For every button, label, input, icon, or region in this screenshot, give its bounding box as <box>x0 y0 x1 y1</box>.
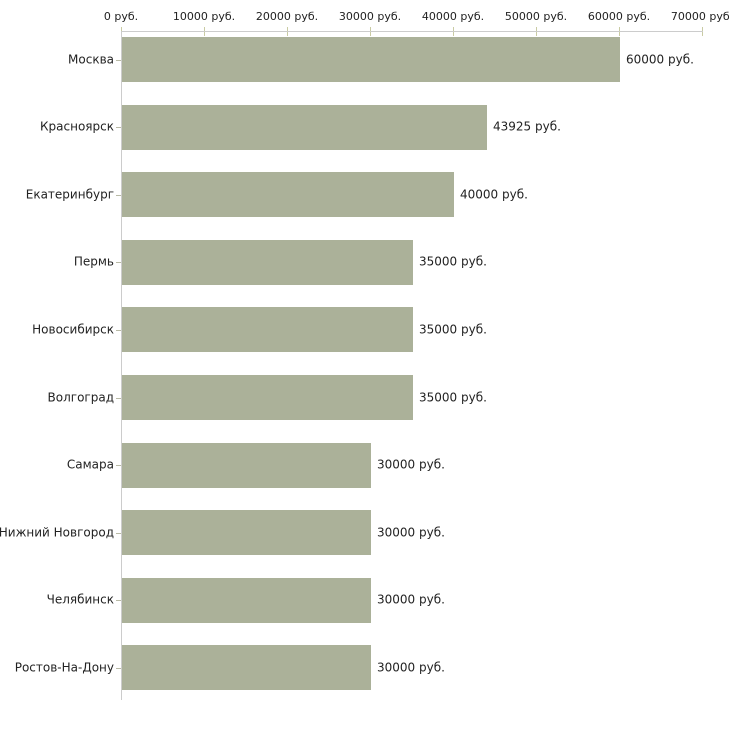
bar-value-label: 35000 руб. <box>419 254 487 269</box>
bar-value-label: 30000 руб. <box>377 525 445 540</box>
category-label: Нижний Новгород <box>0 525 114 540</box>
category-label: Пермь <box>73 254 114 269</box>
category-label: Челябинск <box>46 592 114 607</box>
y-axis-line <box>121 31 122 700</box>
bar-value-label: 60000 руб. <box>626 52 694 66</box>
category-label: Новосибирск <box>32 322 114 337</box>
x-axis-tick-label: 30000 руб. <box>338 10 402 23</box>
category-label: Екатеринбург <box>25 187 114 202</box>
x-axis-tick-label: 20000 руб. <box>255 10 319 23</box>
category-label: Ростов-На-Дону <box>14 660 114 675</box>
bar <box>122 239 413 285</box>
bar <box>122 577 371 623</box>
category-label: Самара <box>66 457 114 472</box>
x-axis-line <box>121 31 703 32</box>
bar <box>122 645 371 691</box>
bar <box>122 104 487 150</box>
category-tick-mark <box>116 600 121 601</box>
x-axis-tick-label: 50000 руб. <box>504 10 568 23</box>
bar-value-label: 30000 руб. <box>377 457 445 472</box>
x-axis-tick-label: 40000 руб. <box>421 10 485 23</box>
bar-value-label: 30000 руб. <box>377 660 445 675</box>
category-label: Москва <box>68 52 114 66</box>
category-tick-mark <box>116 127 121 128</box>
category-tick-mark <box>116 465 121 466</box>
category-tick-mark <box>116 330 121 331</box>
category-label: Красноярск <box>40 119 114 134</box>
bar-value-label: 43925 руб. <box>493 119 561 134</box>
x-axis-tick-label: 0 руб. <box>103 10 139 23</box>
category-tick-mark <box>116 195 121 196</box>
bar <box>122 375 413 420</box>
category-label: Волгоград <box>47 390 114 404</box>
bar-value-label: 40000 руб. <box>460 187 528 202</box>
category-tick-mark <box>116 668 121 669</box>
x-axis-tick-label: 10000 руб. <box>172 10 236 23</box>
category-tick-mark <box>116 398 121 399</box>
bar <box>122 172 454 218</box>
bar <box>122 37 620 82</box>
bar <box>122 510 371 556</box>
category-tick-mark <box>116 60 121 61</box>
bar <box>122 442 371 488</box>
x-axis-tick-label: 60000 руб. <box>587 10 651 23</box>
category-tick-mark <box>116 533 121 534</box>
category-tick-mark <box>116 262 121 263</box>
bar <box>122 307 413 353</box>
bar-value-label: 35000 руб. <box>419 390 487 404</box>
bar-value-label: 30000 руб. <box>377 592 445 607</box>
bar-value-label: 35000 руб. <box>419 322 487 337</box>
x-axis-tick-label: 70000 руб. <box>670 10 730 23</box>
